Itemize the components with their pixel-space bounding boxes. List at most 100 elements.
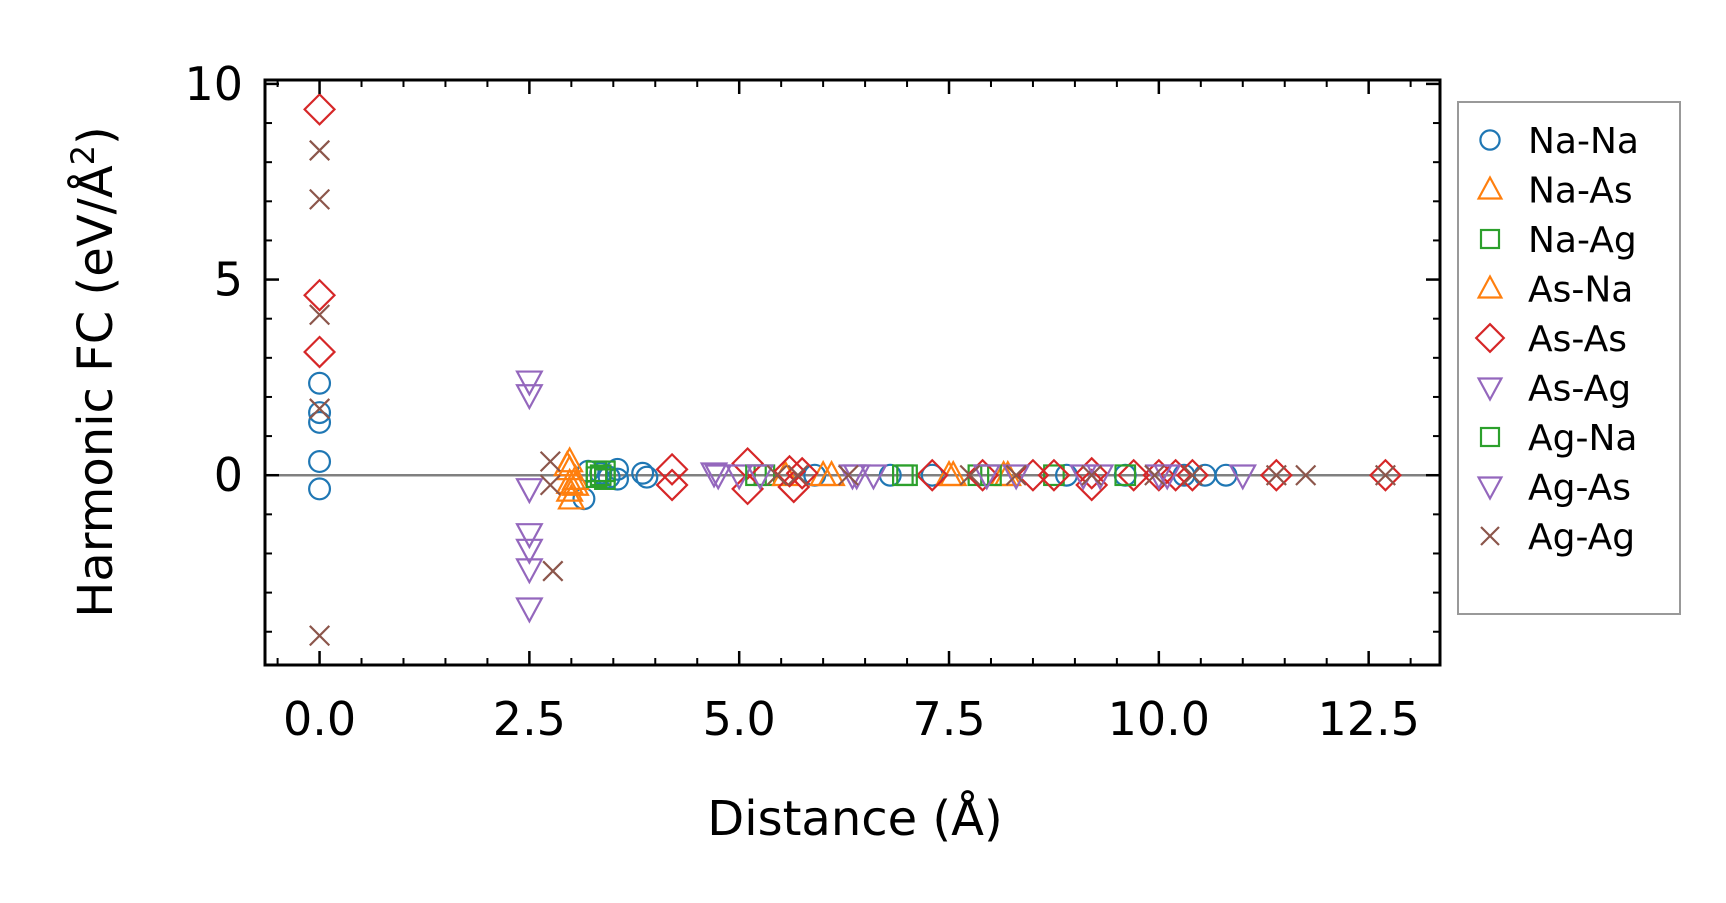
data-point-na-na [635, 465, 659, 489]
data-point-as-ag [515, 384, 544, 411]
plot-area [263, 78, 1442, 667]
data-point-ag-ag [542, 560, 564, 582]
data-point-ag-ag [309, 188, 331, 210]
legend-marker-as-na [1476, 274, 1504, 299]
data-point-na-na [308, 410, 332, 434]
data-point-na-ag [1043, 464, 1065, 487]
data-point-as-as [966, 458, 1000, 492]
x-tick-label: 10.0 [1108, 692, 1210, 746]
data-point-as-ag [515, 558, 544, 585]
x-tick-label: 0.0 [283, 692, 356, 746]
legend-label-na-ag: Na-Ag [1528, 220, 1637, 261]
data-point-ag-ag [959, 464, 981, 486]
data-point-as-na [817, 459, 846, 487]
legend-marker-as-ag [1476, 377, 1504, 402]
data-point-ag-ag [1181, 464, 1203, 486]
legend-marker-as-as [1474, 322, 1506, 354]
data-point-ag-ag [1295, 464, 1317, 486]
legend-marker-ag-ag-stroke [1480, 526, 1500, 546]
data-point-ag-ag-stroke [309, 398, 331, 420]
data-point-ag-ag-stroke [1144, 464, 1166, 486]
data-point-na-na [597, 465, 621, 489]
legend-label-as-as: As-As [1528, 319, 1627, 360]
data-point-ag-ag [309, 625, 331, 647]
data-point-as-as [1117, 458, 1151, 492]
data-point-ag-ag-stroke [959, 464, 981, 486]
data-point-ag-ag [309, 139, 331, 161]
data-point-na-na [308, 477, 332, 501]
axes-frame [263, 78, 1442, 667]
data-point-as-as [1159, 458, 1193, 492]
data-point-ag-ag-stroke [1265, 464, 1287, 486]
data-point-na-ag [589, 464, 612, 487]
data-point-ag-ag-stroke [539, 474, 561, 496]
data-point-ag-ag [309, 304, 331, 326]
legend-label-ag-na: Ag-Na [1528, 418, 1637, 459]
data-point-ag-na [585, 466, 608, 489]
data-point-as-as [773, 454, 807, 488]
data-point-as-as [915, 458, 949, 492]
data-point-ag-ag-stroke [1081, 464, 1103, 486]
data-point-ag-ag-stroke [837, 464, 859, 486]
data-point-as-as [303, 278, 337, 312]
data-point-na-na [308, 371, 332, 395]
data-point-ag-ag-stroke [539, 450, 561, 473]
data-points [303, 92, 1402, 647]
data-point-as-as [1259, 458, 1293, 492]
data-point-as-as [303, 92, 337, 126]
y-axis-title-main: Harmonic FC (eV/Å [67, 165, 124, 618]
data-point-ag-ag-stroke [309, 625, 331, 647]
legend-marker-ag-as [1476, 476, 1504, 501]
data-point-ag-ag-stroke [1295, 464, 1317, 486]
data-point-na-na [308, 401, 332, 425]
data-point-as-as [655, 452, 689, 486]
data-point-ag-ag [1005, 464, 1027, 486]
data-point-ag-ag [309, 398, 331, 420]
data-point-as-as [731, 446, 765, 480]
data-point-ag-as [972, 464, 1001, 491]
data-point-ag-ag [1374, 464, 1396, 486]
data-point-as-as [1037, 458, 1071, 492]
data-point-as-ag [1001, 464, 1031, 491]
data-point-na-as [555, 467, 584, 494]
y-tick-label: 0 [214, 448, 243, 502]
legend-marker-na-ag [1479, 228, 1501, 250]
data-point-ag-ag [1081, 464, 1103, 486]
data-point-as-ag [704, 464, 733, 491]
legend-marker-na-na [1479, 129, 1501, 151]
x-tick-label: 12.5 [1317, 692, 1419, 746]
data-point-as-as [1368, 458, 1402, 492]
data-point-as-as [1175, 458, 1209, 492]
legend-label-ag-as: Ag-As [1528, 468, 1631, 509]
data-point-na-na [308, 450, 332, 474]
data-point-as-ag [1228, 464, 1257, 491]
y-axis-title-close: ) [68, 126, 124, 145]
data-point-ag-ag [766, 464, 788, 486]
y-tick-label: 5 [214, 253, 243, 307]
legend: Na-Na Na-As Na-Ag As-Na As-As As-Ag Ag-Na Ag-As… [1457, 101, 1681, 615]
data-point-as-as [655, 468, 689, 502]
data-point-as-ag [515, 538, 544, 565]
data-point-ag-ag-stroke [1005, 464, 1027, 486]
data-point-ag-as [745, 464, 775, 491]
data-point-as-ag [515, 370, 544, 397]
data-point-ag-as [699, 462, 729, 489]
data-point-as-ag [515, 478, 544, 505]
legend-entries: Na-Na Na-As Na-Ag As-Na As-As As-Ag Ag-Na Ag-As… [1474, 121, 1639, 558]
legend-marker-ag-na [1479, 426, 1501, 448]
data-point-ag-ag [1144, 464, 1166, 486]
data-point-ag-ag [539, 450, 561, 473]
data-point-ag-ag [1265, 464, 1287, 486]
data-point-ag-ag-stroke [309, 304, 331, 326]
y-axis-title-superscript: 2 [64, 145, 102, 165]
data-point-as-as [303, 335, 337, 369]
data-point-as-as [1075, 456, 1109, 490]
data-point-ag-ag-stroke [309, 188, 331, 210]
y-axis-title: Harmonic FC (eV/Å2) [64, 126, 124, 618]
legend-marker-na-as [1476, 175, 1504, 200]
x-tick-label: 7.5 [912, 692, 985, 746]
x-axis-title: Distance (Å) [707, 790, 1002, 847]
legend-label-as-na: As-Na [1528, 270, 1633, 311]
data-point-as-ag [515, 597, 544, 624]
